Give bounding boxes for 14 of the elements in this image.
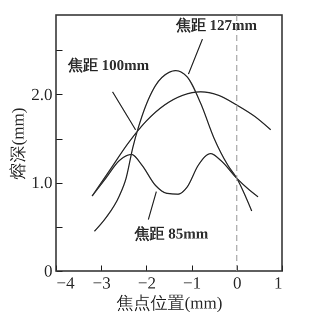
x-tick-label: −2 [138,274,156,292]
annotation: 焦距 100mm [66,56,150,74]
x-tick-label: −3 [92,274,111,292]
y-tick-label: 1.0 [31,173,52,192]
y-axis-title: 熔深(mm) [8,108,28,180]
x-tick-label: 1 [274,274,282,292]
x-tick-label: 0 [233,274,242,292]
annotation: 焦距 85mm [133,226,209,243]
annotation: 焦距 127mm [174,17,258,34]
x-axis-title: 焦点位置(mm) [116,294,222,312]
x-tick-label: −4 [56,274,76,292]
y-tick-label: 2.0 [31,84,52,104]
x-tick-label: −1 [183,274,202,292]
y-tick-label: 0 [44,262,52,280]
